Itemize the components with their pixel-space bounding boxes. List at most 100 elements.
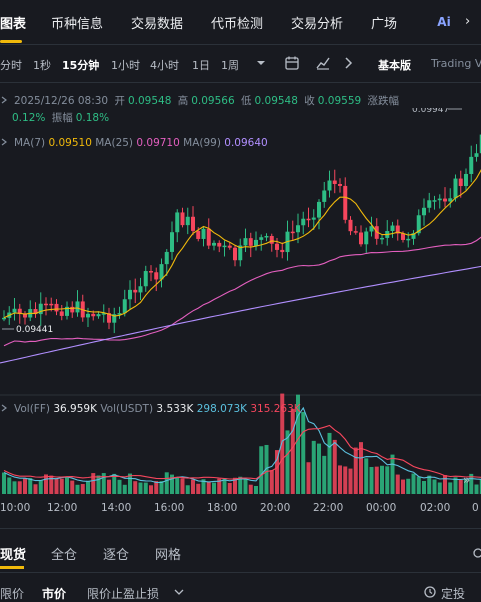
candle-body: [180, 212, 185, 226]
candle-body: [395, 225, 400, 234]
timeframe-line[interactable]: 分时: [0, 59, 22, 72]
order-limit[interactable]: 限价: [0, 587, 25, 601]
candle-body: [306, 218, 311, 221]
volume-bar: [17, 481, 22, 494]
candle-body: [469, 156, 474, 174]
ma-toggle-icon[interactable]: [0, 138, 8, 146]
indicator-icon[interactable]: [314, 54, 332, 72]
volume-bar: [479, 479, 481, 494]
candle-body: [101, 313, 106, 315]
calendar-icon[interactable]: [283, 54, 301, 72]
recurring-buy-button[interactable]: 定投: [441, 587, 466, 601]
ohlc-info-row2: 0.12% 振幅 0.18%: [0, 110, 112, 125]
volume-bar: [191, 479, 195, 494]
volume-bar: [217, 478, 222, 494]
volume-bar: [285, 430, 290, 494]
candlestick-chart[interactable]: 0.09947 0.09441 »: [0, 108, 481, 494]
timeframe-dropdown-icon[interactable]: [252, 54, 270, 72]
volume-bar: [280, 393, 285, 494]
candle-body: [290, 231, 295, 234]
timeframe-1s[interactable]: 1秒: [33, 59, 51, 72]
volume-bar: [317, 443, 321, 494]
volume-bar: [91, 473, 96, 494]
ma25-label: MA(25): [95, 137, 134, 149]
ai-button[interactable]: Ai: [437, 15, 451, 29]
order-market[interactable]: 市价: [42, 587, 67, 601]
candle-body: [38, 303, 43, 315]
volume-bar: [437, 482, 442, 494]
candle-body: [107, 313, 111, 323]
x-tick: 18:00: [207, 502, 238, 514]
volume-bar: [406, 478, 411, 494]
volume-bar: [28, 478, 33, 494]
candle-body: [138, 286, 143, 293]
candle-body: [422, 207, 426, 216]
ma7-label: MA(7): [14, 137, 46, 149]
timeframe-1d[interactable]: 1日: [192, 59, 210, 72]
volume-bar: [175, 477, 180, 494]
volume-bar: [133, 481, 138, 494]
timeframe-1w[interactable]: 1周: [221, 59, 239, 72]
volume-bar: [353, 447, 358, 494]
volume-bar: [49, 475, 54, 494]
tab-token-check[interactable]: 代币检测: [211, 17, 264, 32]
volume-bar: [44, 474, 48, 494]
volume-bar: [422, 480, 426, 494]
tab-grid[interactable]: 网格: [155, 548, 182, 563]
vol-label: Vol(FF): [14, 403, 50, 415]
tradingview-toggle[interactable]: Trading View: [431, 57, 481, 70]
basic-view-toggle[interactable]: 基本版: [378, 59, 411, 72]
timeframe-15m[interactable]: 15分钟: [62, 59, 100, 72]
candle-body: [33, 309, 38, 315]
candle-body: [348, 219, 353, 232]
candle-body: [322, 190, 327, 202]
tab-chart[interactable]: 图表: [0, 17, 27, 32]
volume-bar: [322, 455, 327, 494]
candle-body: [96, 314, 101, 317]
volume-bar: [311, 440, 316, 494]
timeframe-4h[interactable]: 4小时: [150, 59, 179, 72]
candle-body: [353, 231, 358, 233]
volume-bar: [432, 479, 437, 494]
timeframe-1h[interactable]: 1小时: [111, 59, 140, 72]
volume-bar: [101, 473, 106, 494]
more-tabs-icon[interactable]: ›: [465, 14, 471, 29]
tab-coin-info[interactable]: 币种信息: [51, 17, 104, 32]
volume-bar: [469, 473, 474, 494]
collapse-icon[interactable]: [0, 96, 8, 104]
volume-bar: [243, 479, 248, 494]
volume-bar: [275, 450, 279, 494]
candle-body: [301, 218, 306, 226]
volume-bar: [2, 472, 6, 494]
volume-bar: [348, 468, 353, 494]
settings-icon[interactable]: [470, 546, 481, 560]
volume-bar: [128, 473, 132, 494]
chevron-right-icon[interactable]: [339, 54, 357, 72]
tab-isolated[interactable]: 逐仓: [103, 548, 130, 563]
tab-trade-data[interactable]: 交易数据: [131, 17, 184, 32]
tab-cross[interactable]: 全仓: [51, 548, 78, 563]
volume-bar: [401, 479, 405, 494]
order-type-dropdown-icon[interactable]: [174, 587, 184, 597]
tab-spot[interactable]: 现货: [0, 548, 27, 563]
volume-bar: [458, 479, 463, 494]
candle-body: [175, 212, 180, 233]
volume-bar: [149, 485, 153, 494]
volume-bar: [107, 479, 111, 494]
recurring-icon[interactable]: [423, 585, 437, 599]
volume-bar: [233, 477, 237, 494]
candle-body: [217, 242, 222, 247]
volume-toggle-icon[interactable]: [0, 404, 8, 412]
amplitude-value: 0.18%: [75, 112, 110, 124]
x-tick: 0: [472, 502, 479, 514]
volume-bar: [65, 477, 69, 494]
tab-square[interactable]: 广场: [371, 17, 398, 32]
tab-trade-analysis[interactable]: 交易分析: [291, 17, 344, 32]
volume-bar: [70, 480, 75, 494]
candle-body: [464, 173, 468, 187]
candle-body: [233, 247, 237, 261]
candle-body: [432, 200, 437, 202]
candle-body: [474, 153, 479, 157]
order-stop-limit[interactable]: 限价止盈止损: [87, 587, 160, 601]
ma99-line: [0, 265, 481, 364]
